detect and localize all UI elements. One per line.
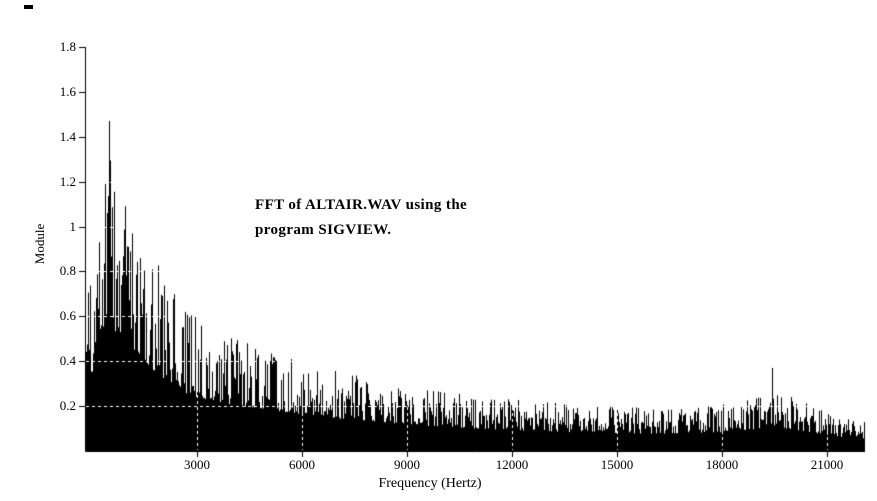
y-tick-label: 1.6	[59, 83, 76, 99]
x-tick-label: 3000	[184, 457, 210, 472]
x-axis-title: Frequency (Hertz)	[378, 476, 482, 491]
annotation-line-2: program SIGVIEW.	[255, 222, 392, 238]
x-tick-label: 15000	[600, 457, 634, 472]
x-tick-label: 18000	[705, 457, 739, 472]
annotation-line-1: FFT of ALTAIR.WAV using the	[255, 197, 468, 213]
x-tick-label: 9000	[394, 457, 420, 472]
y-tick-label: 0.8	[59, 263, 76, 279]
y-tick-label: 1.2	[59, 173, 76, 189]
y-tick-label: 0.2	[59, 398, 76, 414]
y-tick-label: 0.6	[59, 308, 76, 324]
y-tick-label: 1.8	[59, 39, 76, 54]
x-tick-label: 6000	[289, 457, 315, 472]
x-tick-label: 12000	[495, 457, 529, 472]
y-tick-label: 1.4	[59, 128, 76, 144]
screenshot-artifact-mark	[24, 5, 33, 9]
x-tick-label: 21000	[810, 457, 844, 472]
chart-annotation: FFT of ALTAIR.WAV using the program SIGV…	[255, 193, 467, 243]
y-tick-label: 0.4	[59, 353, 76, 369]
y-tick-label: 1	[69, 218, 77, 234]
